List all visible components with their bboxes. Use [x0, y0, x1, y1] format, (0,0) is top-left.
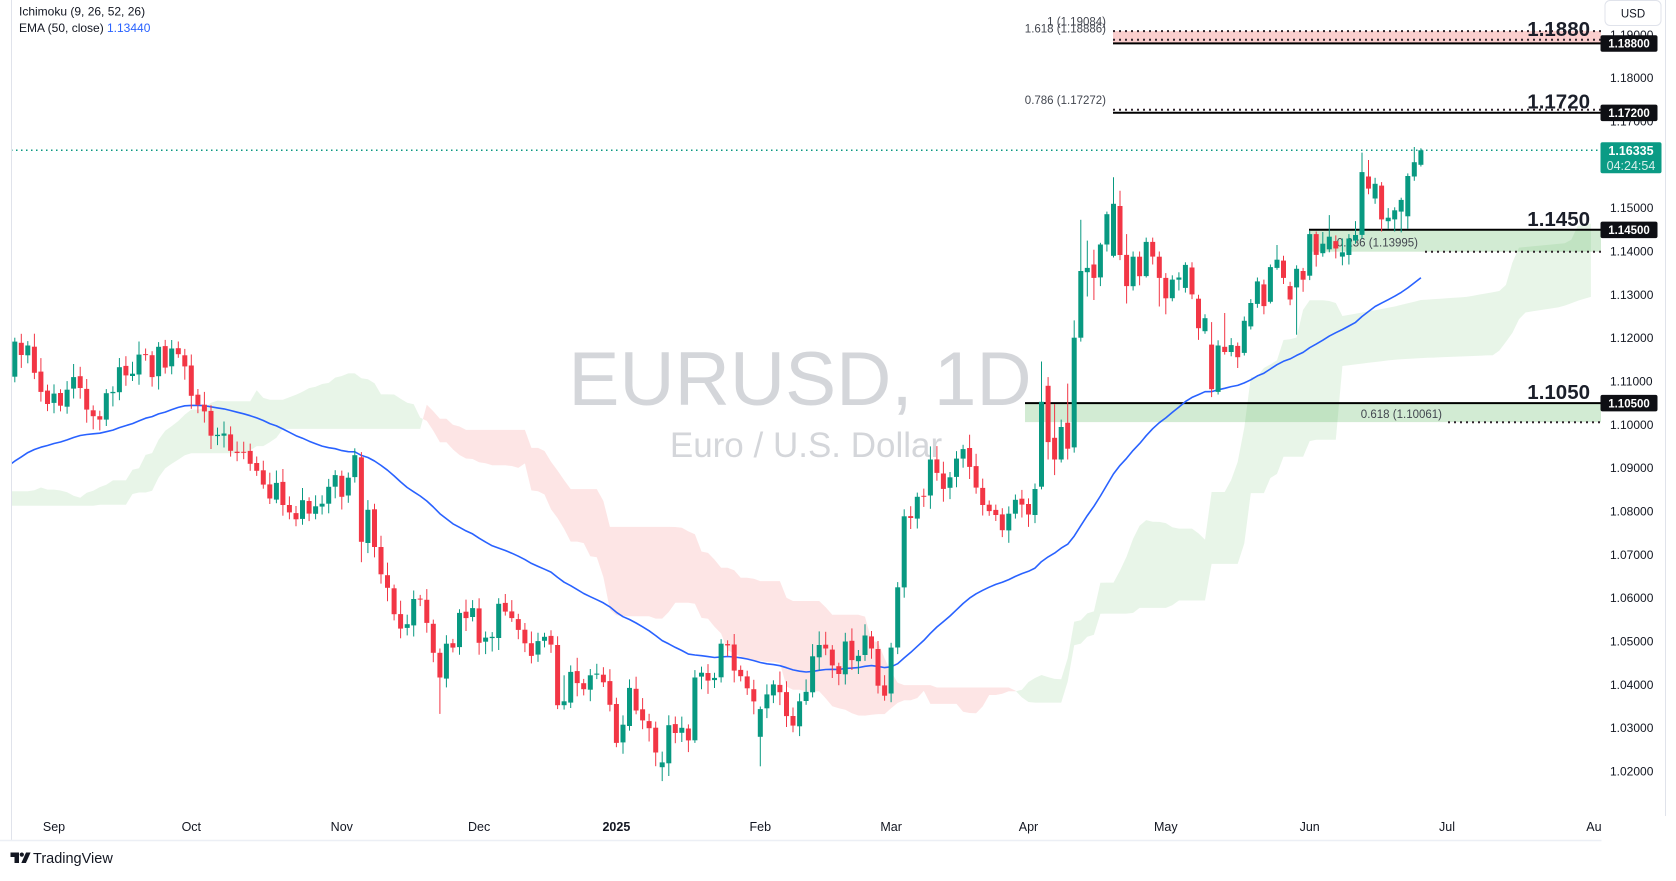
svg-text:1.14500: 1.14500 [1608, 225, 1650, 237]
svg-text:EMA (50, close): EMA (50, close) [19, 21, 104, 35]
svg-text:1.18800: 1.18800 [1608, 39, 1650, 51]
svg-text:1.15000: 1.15000 [1610, 201, 1654, 215]
svg-text:1.17200: 1.17200 [1608, 108, 1650, 120]
svg-text:1.03000: 1.03000 [1610, 721, 1654, 735]
svg-text:1.1050: 1.1050 [1527, 381, 1590, 404]
svg-text:1.05000: 1.05000 [1610, 635, 1654, 649]
svg-text:1.16335: 1.16335 [1608, 144, 1653, 158]
svg-text:Sep: Sep [43, 820, 65, 834]
svg-text:1.10500: 1.10500 [1608, 398, 1650, 410]
svg-text:1.07000: 1.07000 [1610, 548, 1654, 562]
svg-text:Dec: Dec [468, 820, 490, 834]
svg-text:1.18000: 1.18000 [1610, 71, 1654, 85]
svg-text:1.10000: 1.10000 [1610, 418, 1654, 432]
svg-text:EURUSD, 1D: EURUSD, 1D [568, 337, 1031, 422]
svg-text:1.1450: 1.1450 [1527, 208, 1590, 231]
svg-text:1.14000: 1.14000 [1610, 245, 1654, 259]
svg-text:1.1880: 1.1880 [1527, 18, 1590, 41]
svg-text:1.13440: 1.13440 [107, 21, 151, 35]
svg-text:TradingView: TradingView [33, 851, 113, 867]
svg-text:Feb: Feb [750, 820, 772, 834]
svg-text:Mar: Mar [880, 820, 902, 834]
svg-text:0.236 (1.13995): 0.236 (1.13995) [1337, 238, 1418, 250]
svg-text:1.06000: 1.06000 [1610, 591, 1654, 605]
svg-text:1.08000: 1.08000 [1610, 505, 1654, 519]
svg-text:Jun: Jun [1300, 820, 1320, 834]
svg-text:May: May [1154, 820, 1178, 834]
svg-text:0.786 (1.17272): 0.786 (1.17272) [1025, 95, 1106, 107]
svg-text:Euro / U.S. Dollar: Euro / U.S. Dollar [670, 426, 943, 465]
svg-text:1.618 (1.18886): 1.618 (1.18886) [1025, 24, 1106, 36]
svg-text:1.1720: 1.1720 [1527, 91, 1590, 114]
svg-text:0.618 (1.10061): 0.618 (1.10061) [1361, 409, 1442, 421]
svg-text:1.12000: 1.12000 [1610, 331, 1654, 345]
svg-text:Jul: Jul [1439, 820, 1455, 834]
svg-text:Aug: Aug [1586, 820, 1608, 834]
svg-text:1.02000: 1.02000 [1610, 765, 1654, 779]
svg-text:Oct: Oct [182, 820, 202, 834]
svg-text:1.13000: 1.13000 [1610, 288, 1654, 302]
svg-text:Nov: Nov [331, 820, 354, 834]
svg-text:04:24:54: 04:24:54 [1607, 159, 1656, 173]
svg-text:1.09000: 1.09000 [1610, 461, 1654, 475]
svg-text:1.04000: 1.04000 [1610, 678, 1654, 692]
svg-text:Apr: Apr [1019, 820, 1038, 834]
svg-text:1.11000: 1.11000 [1610, 375, 1653, 389]
svg-text:2025: 2025 [602, 820, 630, 834]
svg-text:1 (1.19084): 1 (1.19084) [1047, 17, 1106, 29]
svg-text:USD: USD [1621, 8, 1645, 20]
svg-text:Ichimoku (9, 26, 52, 26): Ichimoku (9, 26, 52, 26) [19, 5, 145, 19]
